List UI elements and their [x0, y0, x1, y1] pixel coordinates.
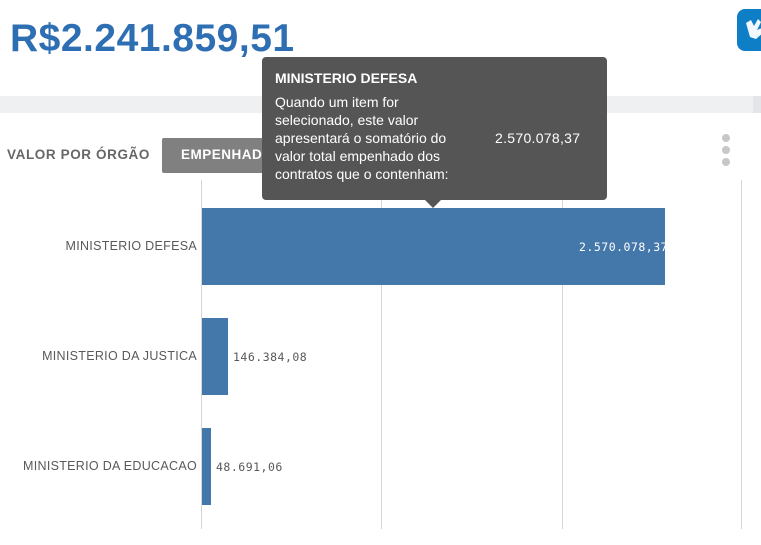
- category-label[interactable]: MINISTERIO DEFESA: [65, 238, 197, 253]
- gridline: [381, 180, 382, 525]
- bar[interactable]: [202, 208, 665, 285]
- gridline: [741, 180, 742, 525]
- accessibility-hands-icon[interactable]: [737, 9, 761, 51]
- axis-tick: [741, 521, 742, 529]
- tooltip-value: 2.570.078,37: [495, 130, 581, 146]
- bar[interactable]: [202, 428, 211, 505]
- tooltip-description: Quando um item for selecionado, este val…: [275, 94, 449, 182]
- category-label[interactable]: MINISTERIO DA JUSTICA: [42, 348, 197, 363]
- more-options-icon[interactable]: [716, 132, 736, 168]
- category-label[interactable]: MINISTERIO DA EDUCACAO: [23, 458, 197, 473]
- axis-tick: [562, 521, 563, 529]
- axis-tick: [381, 521, 382, 529]
- gridline: [201, 180, 202, 525]
- data-label: 48.691,06: [216, 459, 283, 474]
- clipped-header-text: [60, 0, 680, 4]
- tooltip: MINISTERIO DEFESA Quando um item for sel…: [262, 57, 607, 208]
- axis-tick: [201, 521, 202, 529]
- total-value: R$2.241.859,51: [10, 17, 295, 60]
- gridline: [562, 180, 563, 525]
- panel-title: VALOR POR ÓRGÃO: [7, 147, 151, 162]
- data-label: 2.570.078,37: [579, 239, 669, 254]
- bar[interactable]: [202, 318, 228, 395]
- tooltip-title: MINISTERIO DEFESA: [275, 70, 418, 86]
- data-label: 146.384,08: [233, 349, 308, 364]
